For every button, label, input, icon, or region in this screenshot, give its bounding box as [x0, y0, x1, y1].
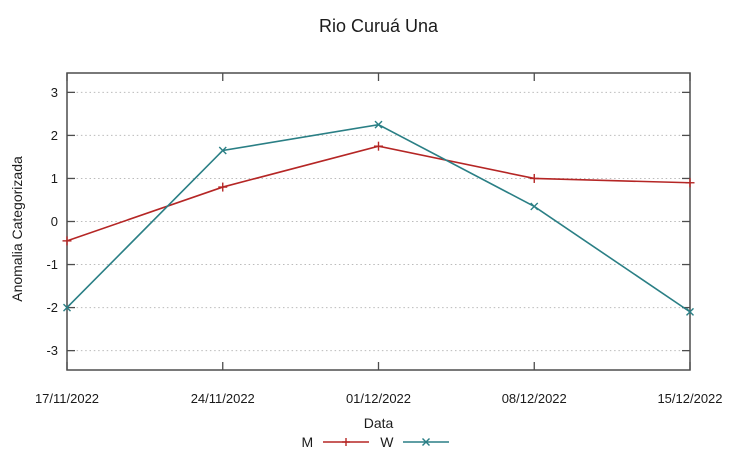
legend-sample-M	[323, 438, 370, 446]
plot-border	[66, 72, 691, 371]
y-tick-label: 2	[51, 128, 58, 143]
chart-title: Rio Curuá Una	[318, 16, 439, 36]
y-tick-label: -2	[46, 300, 58, 315]
legend-label-W: W	[380, 434, 394, 450]
y-tick-label: -1	[46, 257, 58, 272]
cross-marker-icon	[422, 438, 431, 446]
y-tick-label: -3	[46, 343, 58, 358]
series-W-line	[66, 123, 691, 313]
series-W-marker	[63, 303, 71, 312]
y-tick-label: 0	[51, 214, 58, 229]
legend-item-W: W	[380, 434, 450, 450]
x-tick-label: 24/11/2022	[191, 391, 255, 406]
x-tick-label: 01/12/2022	[346, 391, 411, 406]
series-W-marker	[686, 307, 694, 316]
x-tick-label: 08/12/2022	[502, 391, 567, 406]
y-tick-label: 1	[51, 171, 58, 186]
y-tick-label: 3	[51, 85, 58, 100]
x-tick-label: 17/11/2022	[35, 391, 99, 406]
series-W-marker	[530, 202, 539, 211]
series-M-line	[66, 145, 691, 242]
series-W-marker	[374, 120, 383, 129]
x-axis-label: Data	[363, 415, 394, 431]
x-tick-label: 15/12/2022	[657, 391, 722, 406]
legend-item-M: M	[302, 434, 371, 450]
series-W-marker	[218, 146, 227, 155]
legend-sample-W	[403, 438, 450, 446]
legend-label-M: M	[301, 434, 314, 450]
